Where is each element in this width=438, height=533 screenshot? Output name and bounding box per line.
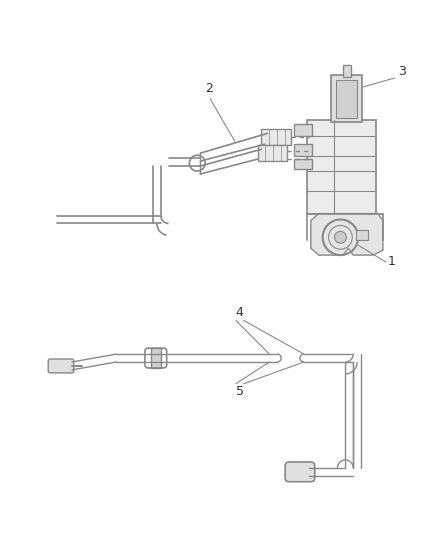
Bar [258, 146, 287, 161]
Bar [343, 65, 351, 77]
Bar [151, 348, 161, 368]
FancyBboxPatch shape [48, 359, 74, 373]
Circle shape [335, 231, 346, 243]
Text: 5: 5 [236, 385, 244, 398]
Text: 4: 4 [236, 306, 244, 319]
Bar [294, 144, 312, 156]
Bar [356, 230, 368, 240]
Bar [331, 75, 362, 122]
Bar [261, 130, 291, 146]
Polygon shape [311, 214, 383, 255]
FancyBboxPatch shape [307, 119, 376, 214]
FancyBboxPatch shape [285, 462, 315, 482]
Text: 1: 1 [388, 255, 396, 268]
Bar [294, 159, 312, 169]
Bar [336, 80, 357, 118]
Bar [294, 125, 312, 136]
Text: 3: 3 [398, 65, 406, 78]
Text: 2: 2 [205, 82, 213, 95]
